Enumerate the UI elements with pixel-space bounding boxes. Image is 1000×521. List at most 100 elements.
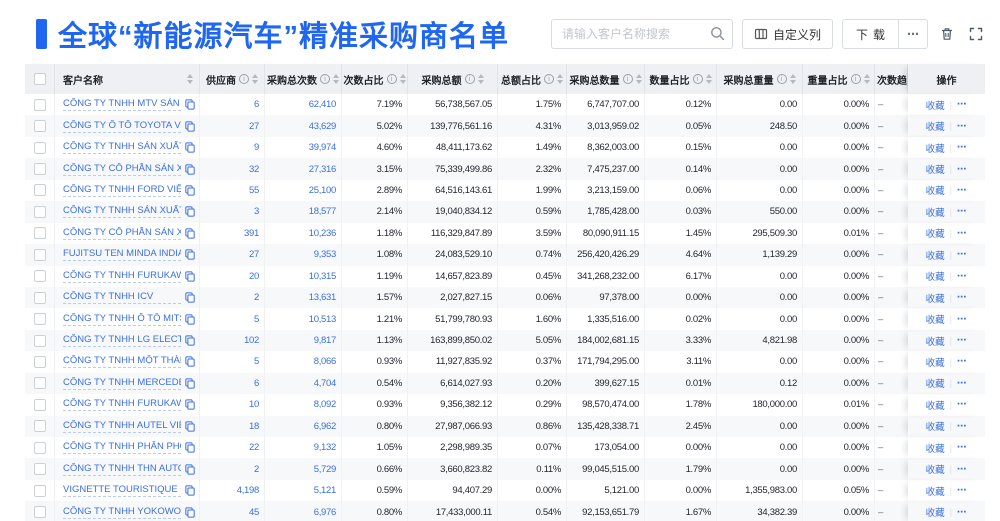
- copy-icon[interactable]: [185, 421, 195, 432]
- info-icon[interactable]: i: [239, 74, 249, 84]
- customer-name-link[interactable]: CÔNG TY CỔ PHẦN SẢN XUẤT...: [63, 163, 181, 176]
- row-more-button[interactable]: ⋯: [956, 227, 968, 239]
- copy-icon[interactable]: [185, 485, 195, 496]
- favorite-link[interactable]: 收藏: [925, 186, 945, 198]
- supplier-count[interactable]: 45: [200, 501, 265, 521]
- copy-icon[interactable]: [185, 228, 195, 239]
- supplier-count[interactable]: 5: [200, 351, 265, 373]
- total-purchases[interactable]: 9,132: [265, 437, 342, 459]
- row-checkbox[interactable]: [33, 163, 46, 176]
- total-purchases[interactable]: 8,092: [265, 394, 342, 416]
- customer-name-link[interactable]: CÔNG TY TNHH ICV: [63, 291, 181, 305]
- customer-name-link[interactable]: CÔNG TY TNHH MERCEDES-B...: [63, 377, 181, 390]
- row-checkbox[interactable]: [33, 141, 46, 154]
- favorite-link[interactable]: 收藏: [925, 122, 945, 134]
- row-more-button[interactable]: ⋯: [956, 270, 968, 282]
- download-more-button[interactable]: ⋯: [899, 19, 928, 49]
- row-checkbox[interactable]: [33, 120, 46, 133]
- info-icon[interactable]: i: [464, 74, 475, 84]
- customer-name-link[interactable]: CÔNG TY TNHH FORD VIỆT NAM: [63, 184, 181, 197]
- copy-icon[interactable]: [185, 356, 195, 368]
- customer-name-link[interactable]: CÔNG TY TNHH FURUKAWA A...: [63, 398, 181, 412]
- supplier-count[interactable]: 10: [200, 394, 265, 416]
- copy-icon[interactable]: [185, 121, 195, 132]
- customer-name-link[interactable]: CÔNG TY TNHH LG ELECTRON...: [63, 334, 181, 348]
- total-purchases[interactable]: 10,315: [265, 265, 342, 287]
- row-checkbox[interactable]: [33, 334, 46, 347]
- select-all-checkbox[interactable]: [33, 73, 46, 85]
- sort-icon[interactable]: [477, 74, 484, 84]
- info-icon[interactable]: i: [544, 74, 554, 84]
- customer-name-link[interactable]: CÔNG TY TNHH AUTEL VIỆT N...: [63, 420, 181, 433]
- copy-icon[interactable]: [185, 206, 195, 217]
- row-more-button[interactable]: ⋯: [956, 163, 968, 175]
- sort-icon[interactable]: [705, 74, 712, 84]
- row-checkbox[interactable]: [33, 484, 46, 497]
- customer-name-link[interactable]: CÔNG TY TNHH THN AUTOPAR...: [63, 463, 181, 476]
- row-checkbox[interactable]: [33, 205, 46, 218]
- customer-name-link[interactable]: CÔNG TY TNHH Ô TÔ MITSUBI...: [63, 312, 181, 326]
- supplier-count[interactable]: 27: [200, 244, 265, 266]
- copy-icon[interactable]: [185, 378, 195, 389]
- row-more-button[interactable]: ⋯: [956, 249, 968, 261]
- supplier-count[interactable]: 391: [200, 222, 265, 245]
- total-purchases[interactable]: 9,817: [265, 329, 342, 352]
- row-more-button[interactable]: ⋯: [956, 485, 968, 497]
- info-icon[interactable]: i: [622, 74, 633, 84]
- total-purchases[interactable]: 25,100: [265, 179, 342, 202]
- info-icon[interactable]: i: [320, 74, 330, 84]
- copy-icon[interactable]: [185, 506, 195, 518]
- total-purchases[interactable]: 6,962: [265, 415, 342, 437]
- supplier-count[interactable]: 55: [200, 179, 265, 202]
- customer-name-link[interactable]: CÔNG TY CỔ PHẦN SẢN XUẤT...: [63, 227, 181, 240]
- sort-icon[interactable]: [557, 74, 563, 84]
- supplier-count[interactable]: 6: [200, 372, 265, 395]
- row-more-button[interactable]: ⋯: [956, 399, 968, 411]
- copy-icon[interactable]: [185, 271, 195, 282]
- total-purchases[interactable]: 4,704: [265, 372, 342, 395]
- customer-name-link[interactable]: CÔNG TY Ô TÔ TOYOTA VIỆT ...: [63, 119, 181, 133]
- customer-name-link[interactable]: CÔNG TY TNHH PHÂN PHỐI T...: [63, 441, 181, 455]
- supplier-count[interactable]: 102: [200, 329, 265, 352]
- total-purchases[interactable]: 9,353: [265, 244, 342, 266]
- favorite-link[interactable]: 收藏: [925, 207, 945, 219]
- info-icon[interactable]: i: [386, 74, 397, 84]
- supplier-count[interactable]: 27: [200, 115, 265, 137]
- copy-icon[interactable]: [185, 99, 195, 110]
- total-purchases[interactable]: 13,631: [265, 286, 342, 309]
- favorite-link[interactable]: 收藏: [925, 272, 945, 284]
- favorite-link[interactable]: 收藏: [925, 100, 945, 112]
- total-purchases[interactable]: 8,066: [265, 351, 342, 373]
- customer-name-link[interactable]: FUJITSU TEN MINDA INDIA PVT...: [63, 248, 181, 262]
- row-more-button[interactable]: ⋯: [956, 506, 968, 518]
- customize-columns-button[interactable]: 自定义列: [741, 19, 833, 49]
- sort-icon[interactable]: [789, 74, 796, 84]
- sort-icon[interactable]: [333, 74, 339, 84]
- row-more-button[interactable]: ⋯: [956, 377, 968, 389]
- copy-icon[interactable]: [185, 142, 195, 153]
- supplier-count[interactable]: 2: [200, 458, 265, 480]
- supplier-count[interactable]: 9: [200, 136, 265, 159]
- favorite-link[interactable]: 收藏: [925, 422, 945, 434]
- favorite-link[interactable]: 收藏: [925, 443, 945, 455]
- total-purchases[interactable]: 39,974: [265, 136, 342, 159]
- favorite-link[interactable]: 收藏: [925, 508, 945, 520]
- supplier-count[interactable]: 5: [200, 308, 265, 330]
- customer-name-link[interactable]: CÔNG TY TNHH FURUKAWA A...: [63, 270, 181, 283]
- row-more-button[interactable]: ⋯: [956, 206, 968, 218]
- favorite-link[interactable]: 收藏: [925, 400, 945, 412]
- supplier-count[interactable]: 6: [200, 94, 265, 116]
- supplier-count[interactable]: 20: [200, 265, 265, 287]
- favorite-link[interactable]: 收藏: [925, 250, 945, 262]
- search-input[interactable]: [550, 19, 733, 49]
- row-more-button[interactable]: ⋯: [956, 184, 968, 196]
- row-checkbox[interactable]: [33, 441, 46, 454]
- copy-icon[interactable]: [185, 249, 195, 260]
- copy-icon[interactable]: [185, 399, 195, 410]
- sort-icon[interactable]: [635, 74, 642, 84]
- favorite-link[interactable]: 收藏: [925, 336, 945, 348]
- fullscreen-button[interactable]: [966, 24, 986, 44]
- total-purchases[interactable]: 10,236: [265, 222, 342, 245]
- sort-icon[interactable]: [863, 74, 870, 84]
- favorite-link[interactable]: 收藏: [925, 315, 945, 327]
